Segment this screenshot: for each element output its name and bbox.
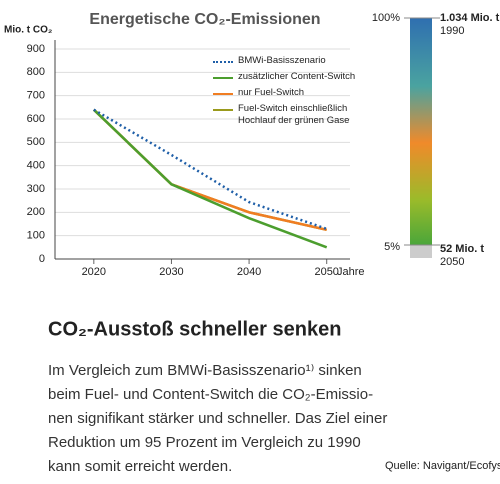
heading: CO₂-Ausstoß schneller senken xyxy=(48,318,341,340)
x-tick-label: 2020 xyxy=(82,266,106,278)
legend-label: nur Fuel-Switch xyxy=(238,87,304,98)
y-axis-label: Mio. t CO₂ xyxy=(4,25,52,36)
bottom-amount: 52 Mio. t xyxy=(440,243,484,255)
y-tick-label: 600 xyxy=(27,113,45,125)
chart-title: Energetische CO₂-Emissionen xyxy=(89,11,320,28)
y-tick-label: 300 xyxy=(27,183,45,195)
source: Quelle: Navigant/Ecofys xyxy=(385,460,500,472)
legend-label: Fuel-Switch einschließlich Hochlauf der … xyxy=(238,103,350,126)
body-line: kann somit erreicht werden. xyxy=(48,458,232,475)
y-tick-label: 400 xyxy=(27,160,45,172)
y-tick-label: 0 xyxy=(39,253,45,265)
y-tick-label: 200 xyxy=(27,206,45,218)
x-axis-label: Jahre xyxy=(337,266,365,278)
y-tick-label: 100 xyxy=(27,230,45,242)
legend-label: zusätzlicher Content-Switch xyxy=(238,71,356,82)
bottom-percent: 5% xyxy=(384,241,400,253)
legend-label: BMWi-Basisszenario xyxy=(238,55,326,66)
x-tick-label: 2030 xyxy=(159,266,183,278)
y-tick-label: 900 xyxy=(27,43,45,55)
body-line: beim Fuel- und Content-Switch die CO₂-Em… xyxy=(48,386,373,403)
y-tick-label: 500 xyxy=(27,136,45,148)
legend-entry: nur Fuel-Switch xyxy=(213,87,355,99)
x-tick-label: 2040 xyxy=(237,266,261,278)
body-line: Reduktion um 95 Prozent im Vergleich zu … xyxy=(48,434,361,451)
y-tick-label: 700 xyxy=(27,90,45,102)
x-tick-label: 2050 xyxy=(314,266,338,278)
legend-entry: Fuel-Switch einschließlich Hochlauf der … xyxy=(213,103,355,127)
series-line xyxy=(92,108,328,249)
body-line: nen signifikant stärker und schneller. D… xyxy=(48,410,387,427)
bottom-year: 2050 xyxy=(440,256,464,268)
top-amount: 1.034 Mio. t xyxy=(440,12,500,24)
legend-swatch xyxy=(213,93,233,95)
legend-entry: zusätzlicher Content-Switch xyxy=(213,71,355,83)
remaining-bar xyxy=(410,245,432,258)
legend-swatch xyxy=(213,61,233,63)
y-tick-label: 800 xyxy=(27,66,45,78)
legend: BMWi-Basisszenario zusätzlicher Content-S… xyxy=(213,55,355,131)
legend-swatch xyxy=(213,77,233,79)
legend-swatch xyxy=(213,109,233,111)
legend-entry: BMWi-Basisszenario xyxy=(213,55,355,67)
series-line xyxy=(93,108,328,231)
top-year: 1990 xyxy=(440,25,464,37)
gradient-bar xyxy=(410,18,432,245)
body-line: Im Vergleich zum BMWi-Basisszenario¹⁾ si… xyxy=(48,362,362,379)
top-percent: 100% xyxy=(372,12,400,24)
